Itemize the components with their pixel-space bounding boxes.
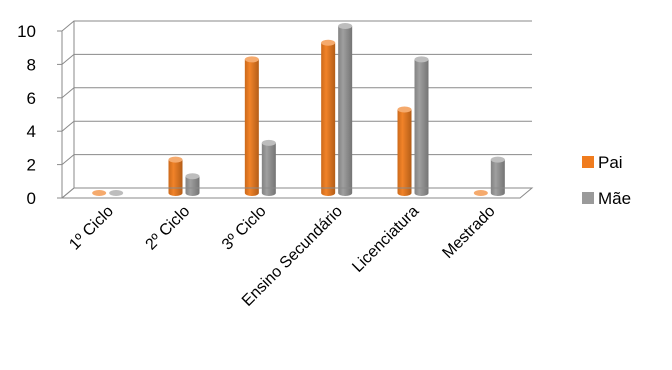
- gridline: [61, 187, 532, 199]
- bar-pai-0: [92, 190, 107, 196]
- x-tick-label: Licenciatura: [349, 203, 422, 276]
- bar-m-e-3: [338, 23, 353, 196]
- bar-top: [397, 106, 412, 113]
- bar-pai-3: [321, 39, 336, 197]
- bar-top: [109, 190, 124, 196]
- bar-top: [414, 56, 429, 63]
- y-tick-label: 8: [27, 55, 36, 74]
- bar-top: [473, 190, 488, 196]
- bar-top: [338, 23, 353, 29]
- legend-swatch: [582, 192, 594, 204]
- gridline: [61, 53, 532, 65]
- legend: Pai Mãe: [582, 153, 631, 208]
- bar-top: [321, 39, 336, 46]
- x-tick-label: 1º Ciclo: [66, 203, 117, 254]
- bar-m-e-1: [185, 173, 200, 196]
- bar-top: [261, 139, 276, 146]
- gridline: [61, 87, 532, 99]
- bar-top: [185, 173, 200, 180]
- bar-body: [168, 159, 183, 196]
- y-axis: 0 2 4 6 8 10: [17, 22, 63, 208]
- y-tick-label: 6: [27, 89, 36, 108]
- bar-body: [185, 176, 200, 196]
- legend-label: Pai: [598, 153, 623, 172]
- x-tick-label: Mestrado: [439, 203, 498, 262]
- x-tick-label: 2º Ciclo: [143, 203, 194, 254]
- bar-body: [490, 159, 505, 196]
- y-tick-label: 2: [27, 156, 36, 175]
- bar-pai-2: [244, 56, 259, 197]
- bar-top: [92, 190, 107, 196]
- chart-floor: [60, 187, 534, 199]
- bar-pai-4: [397, 106, 412, 196]
- x-tick-label: 3º Ciclo: [219, 203, 270, 254]
- bar-body: [321, 42, 336, 197]
- gridline: [61, 154, 532, 165]
- bar-m-e-4: [414, 56, 429, 197]
- bar-body: [338, 26, 353, 196]
- legend-swatch: [582, 156, 594, 168]
- y-tick-label: 0: [27, 189, 36, 208]
- bar-pai-5: [473, 190, 488, 196]
- legend-label: Mãe: [598, 189, 631, 208]
- bar-m-e-5: [490, 156, 505, 196]
- bar-m-e-2: [261, 139, 276, 196]
- bar-top: [490, 156, 505, 163]
- bar-top: [168, 156, 183, 163]
- gridline: [61, 120, 532, 132]
- y-tick-label: 4: [27, 122, 36, 141]
- grid: [61, 20, 532, 199]
- bar-body: [414, 59, 429, 197]
- bar-pai-1: [168, 156, 183, 196]
- bars: [92, 23, 505, 197]
- bar-body: [244, 59, 259, 197]
- bar-body: [261, 142, 276, 196]
- bar-m-e-0: [109, 190, 124, 196]
- floor-plane: [60, 187, 534, 199]
- bar-top: [244, 56, 259, 63]
- gridline: [61, 20, 532, 32]
- y-tick-label: 10: [17, 22, 36, 41]
- bar-body: [397, 109, 412, 196]
